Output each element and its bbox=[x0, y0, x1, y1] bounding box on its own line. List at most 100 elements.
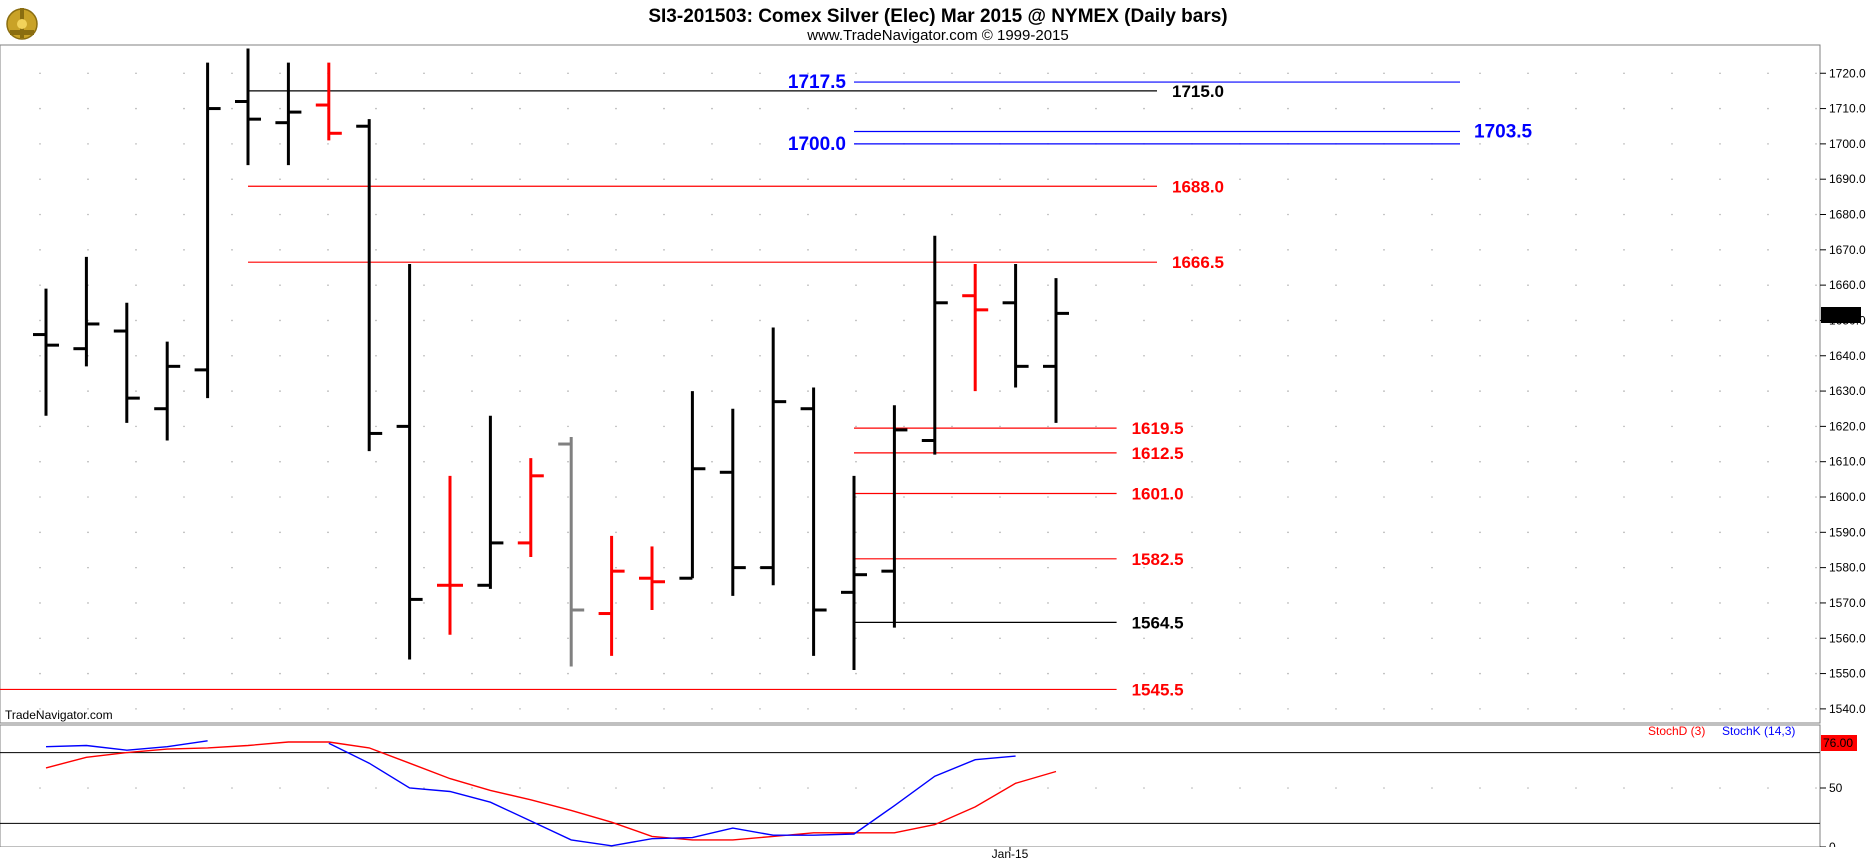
grid-dot bbox=[1239, 531, 1241, 534]
grid-dot bbox=[1815, 107, 1817, 110]
grid-dot bbox=[1047, 602, 1049, 604]
grid-dot bbox=[423, 460, 425, 463]
grid-dot bbox=[1047, 460, 1049, 463]
grid-dot bbox=[1575, 107, 1577, 110]
grid-dot bbox=[375, 531, 377, 534]
grid-dot bbox=[183, 787, 185, 789]
grid-dot bbox=[759, 390, 761, 392]
grid-dot bbox=[1767, 425, 1769, 428]
grid-dot bbox=[1287, 178, 1289, 180]
grid-dot bbox=[1623, 107, 1625, 110]
grid-dot bbox=[375, 107, 377, 110]
grid-dot bbox=[1287, 319, 1289, 322]
grid-dot bbox=[1143, 284, 1145, 286]
grid-dot bbox=[951, 787, 953, 789]
grid-dot bbox=[1287, 72, 1289, 75]
grid-dot bbox=[807, 531, 809, 534]
grid-dot bbox=[471, 143, 473, 145]
grid-dot bbox=[87, 72, 89, 75]
grid-dot bbox=[231, 637, 233, 640]
grid-dot bbox=[1575, 460, 1577, 463]
grid-dot bbox=[903, 354, 905, 357]
grid-dot bbox=[279, 460, 281, 463]
grid-dot bbox=[711, 249, 713, 251]
grid-dot bbox=[231, 390, 233, 392]
grid-dot bbox=[1575, 637, 1577, 640]
grid-dot bbox=[903, 72, 905, 75]
grid-dot bbox=[1239, 72, 1241, 75]
grid-dot bbox=[999, 319, 1001, 322]
grid-dot bbox=[1239, 249, 1241, 251]
y-tick-label: 1680.0 bbox=[1829, 208, 1866, 222]
grid-dot bbox=[1383, 354, 1385, 357]
level-label-1703.5: 1703.5 bbox=[1474, 122, 1533, 143]
grid-dot bbox=[807, 460, 809, 463]
grid-dot bbox=[1479, 787, 1481, 789]
grid-dot bbox=[1287, 213, 1289, 216]
grid-dot bbox=[855, 354, 857, 357]
grid-dot bbox=[87, 178, 89, 180]
grid-dot bbox=[327, 319, 329, 322]
grid-dot bbox=[1671, 602, 1673, 604]
grid-dot bbox=[567, 284, 569, 286]
grid-dot bbox=[1047, 390, 1049, 392]
grid-dot bbox=[423, 319, 425, 322]
grid-dot bbox=[1575, 787, 1577, 789]
grid-dot bbox=[1815, 672, 1817, 675]
app-logo[interactable] bbox=[6, 8, 38, 40]
grid-dot bbox=[471, 672, 473, 675]
grid-dot bbox=[1191, 787, 1193, 789]
grid-dot bbox=[135, 708, 137, 710]
grid-dot bbox=[1335, 787, 1337, 789]
grid-dot bbox=[183, 319, 185, 322]
grid-dot bbox=[663, 143, 665, 145]
grid-dot bbox=[663, 460, 665, 463]
grid-dot bbox=[1047, 213, 1049, 216]
grid-dot bbox=[1623, 354, 1625, 357]
grid-dot bbox=[519, 390, 521, 392]
ohlc-bar bbox=[33, 288, 59, 416]
grid-dot bbox=[711, 531, 713, 534]
grid-dot bbox=[423, 531, 425, 534]
grid-dot bbox=[1287, 566, 1289, 569]
grid-dot bbox=[567, 531, 569, 534]
grid-dot bbox=[39, 178, 41, 180]
grid-dot bbox=[1287, 637, 1289, 640]
grid-dot bbox=[327, 390, 329, 392]
y-tick-label: 1540.0 bbox=[1829, 702, 1866, 716]
grid-dot bbox=[1191, 496, 1193, 498]
grid-dot bbox=[87, 787, 89, 789]
grid-dot bbox=[231, 787, 233, 789]
y-tick-label: 1620.0 bbox=[1829, 419, 1866, 433]
grid-dot bbox=[1767, 319, 1769, 322]
grid-dot bbox=[1287, 672, 1289, 675]
grid-dot bbox=[1527, 602, 1529, 604]
grid-dot bbox=[231, 178, 233, 180]
ohlc-bar bbox=[315, 62, 342, 141]
level-label-1717.5: 1717.5 bbox=[788, 72, 847, 93]
grid-dot bbox=[423, 143, 425, 145]
grid-dot bbox=[1623, 249, 1625, 251]
grid-dot bbox=[663, 354, 665, 357]
grid-dot bbox=[1431, 496, 1433, 498]
grid-dot bbox=[519, 72, 521, 75]
grid-dot bbox=[183, 178, 185, 180]
grid-dot bbox=[1719, 425, 1721, 428]
grid-dot bbox=[1671, 284, 1673, 286]
grid-dot bbox=[615, 496, 617, 498]
grid-dot bbox=[711, 143, 713, 145]
grid-dot bbox=[1671, 787, 1673, 789]
grid-dot bbox=[183, 460, 185, 463]
grid-dot bbox=[1335, 249, 1337, 251]
grid-dot bbox=[87, 708, 89, 710]
grid-dot bbox=[327, 425, 329, 428]
grid-dot bbox=[327, 496, 329, 498]
y-tick-label: 1610.0 bbox=[1829, 455, 1866, 469]
grid-dot bbox=[1191, 107, 1193, 110]
grid-dot bbox=[711, 460, 713, 463]
grid-dot bbox=[951, 708, 953, 710]
grid-dot bbox=[759, 143, 761, 145]
grid-dot bbox=[1479, 496, 1481, 498]
grid-dot bbox=[903, 672, 905, 675]
